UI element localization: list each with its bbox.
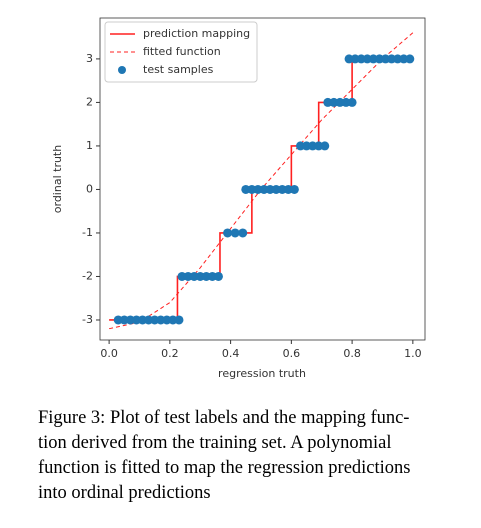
plot-frame <box>99 17 426 341</box>
caption-line: into ordinal predictions <box>38 483 211 503</box>
y-tick-label: -2 <box>82 269 93 282</box>
y-tick-label: 2 <box>86 95 93 108</box>
x-tick-label: 1.0 <box>404 347 422 360</box>
x-axis-label: regression truth <box>218 367 306 380</box>
test-sample <box>238 228 248 238</box>
test-sample <box>289 184 299 194</box>
x-tick-label: 0.6 <box>283 347 301 360</box>
legend-label: prediction mapping <box>143 27 250 40</box>
caption-line: tion derived from the training set. A po… <box>38 433 392 453</box>
test-sample <box>223 228 233 238</box>
y-axis-label: ordinal truth <box>51 145 64 213</box>
y-tick-label: -1 <box>82 226 93 239</box>
test-sample <box>320 141 330 151</box>
legend-label: fitted function <box>143 45 221 58</box>
y-tick-label: 3 <box>86 52 93 65</box>
test-sample <box>230 228 240 238</box>
legend-marker <box>118 66 126 74</box>
x-tick-label: 0.0 <box>100 347 118 360</box>
test-sample <box>347 97 357 107</box>
x-tick-label: 0.8 <box>343 347 361 360</box>
legend-box <box>104 21 258 83</box>
legend-label: test samples <box>143 63 214 76</box>
y-tick-label: 1 <box>86 139 93 152</box>
x-tick-label: 0.4 <box>222 347 240 360</box>
caption-line: Figure 3: Plot of test labels and the ma… <box>38 408 409 428</box>
y-tick-label: -3 <box>82 313 93 326</box>
caption-line: function is fitted to map the regression… <box>38 458 410 478</box>
x-tick-label: 0.2 <box>161 347 179 360</box>
test-sample <box>213 271 223 281</box>
test-sample <box>174 315 184 325</box>
y-tick-label: 0 <box>86 182 93 195</box>
test-sample <box>405 54 415 64</box>
